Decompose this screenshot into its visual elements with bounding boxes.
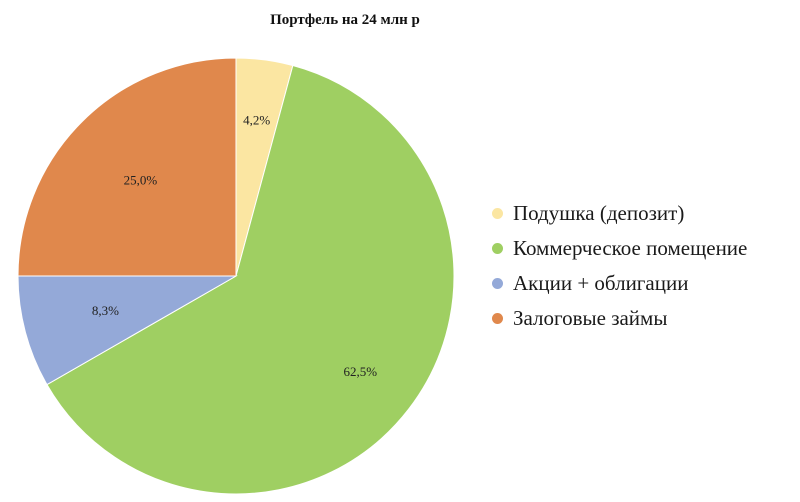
legend-item: Акции + облигации <box>492 266 747 301</box>
legend-swatch <box>492 208 503 219</box>
chart-title: Портфель на 24 млн р <box>270 12 420 28</box>
pie-slice <box>46 64 455 495</box>
slice-value-label: 25,0% <box>124 172 158 187</box>
slice-value-label: 8,3% <box>92 303 119 318</box>
legend-item: Залоговые займы <box>492 301 747 336</box>
legend-swatch <box>492 243 503 254</box>
legend-swatch <box>492 278 503 289</box>
pie-slice <box>17 275 238 386</box>
legend-swatch <box>492 313 503 324</box>
legend-label: Подушка (депозит) <box>513 201 685 225</box>
pie-slice <box>17 57 237 277</box>
legend-label: Залоговые займы <box>513 306 668 330</box>
slice-value-label: 4,2% <box>243 112 270 127</box>
slice-value-label: 62,5% <box>344 364 378 379</box>
legend-label: Коммерческое помещение <box>513 236 748 260</box>
legend-label: Акции + облигации <box>513 271 689 295</box>
legend-item: Коммерческое помещение <box>492 231 747 266</box>
legend: Подушка (депозит) Коммерческое помещение… <box>492 196 747 336</box>
legend-item: Подушка (депозит) <box>492 196 747 231</box>
